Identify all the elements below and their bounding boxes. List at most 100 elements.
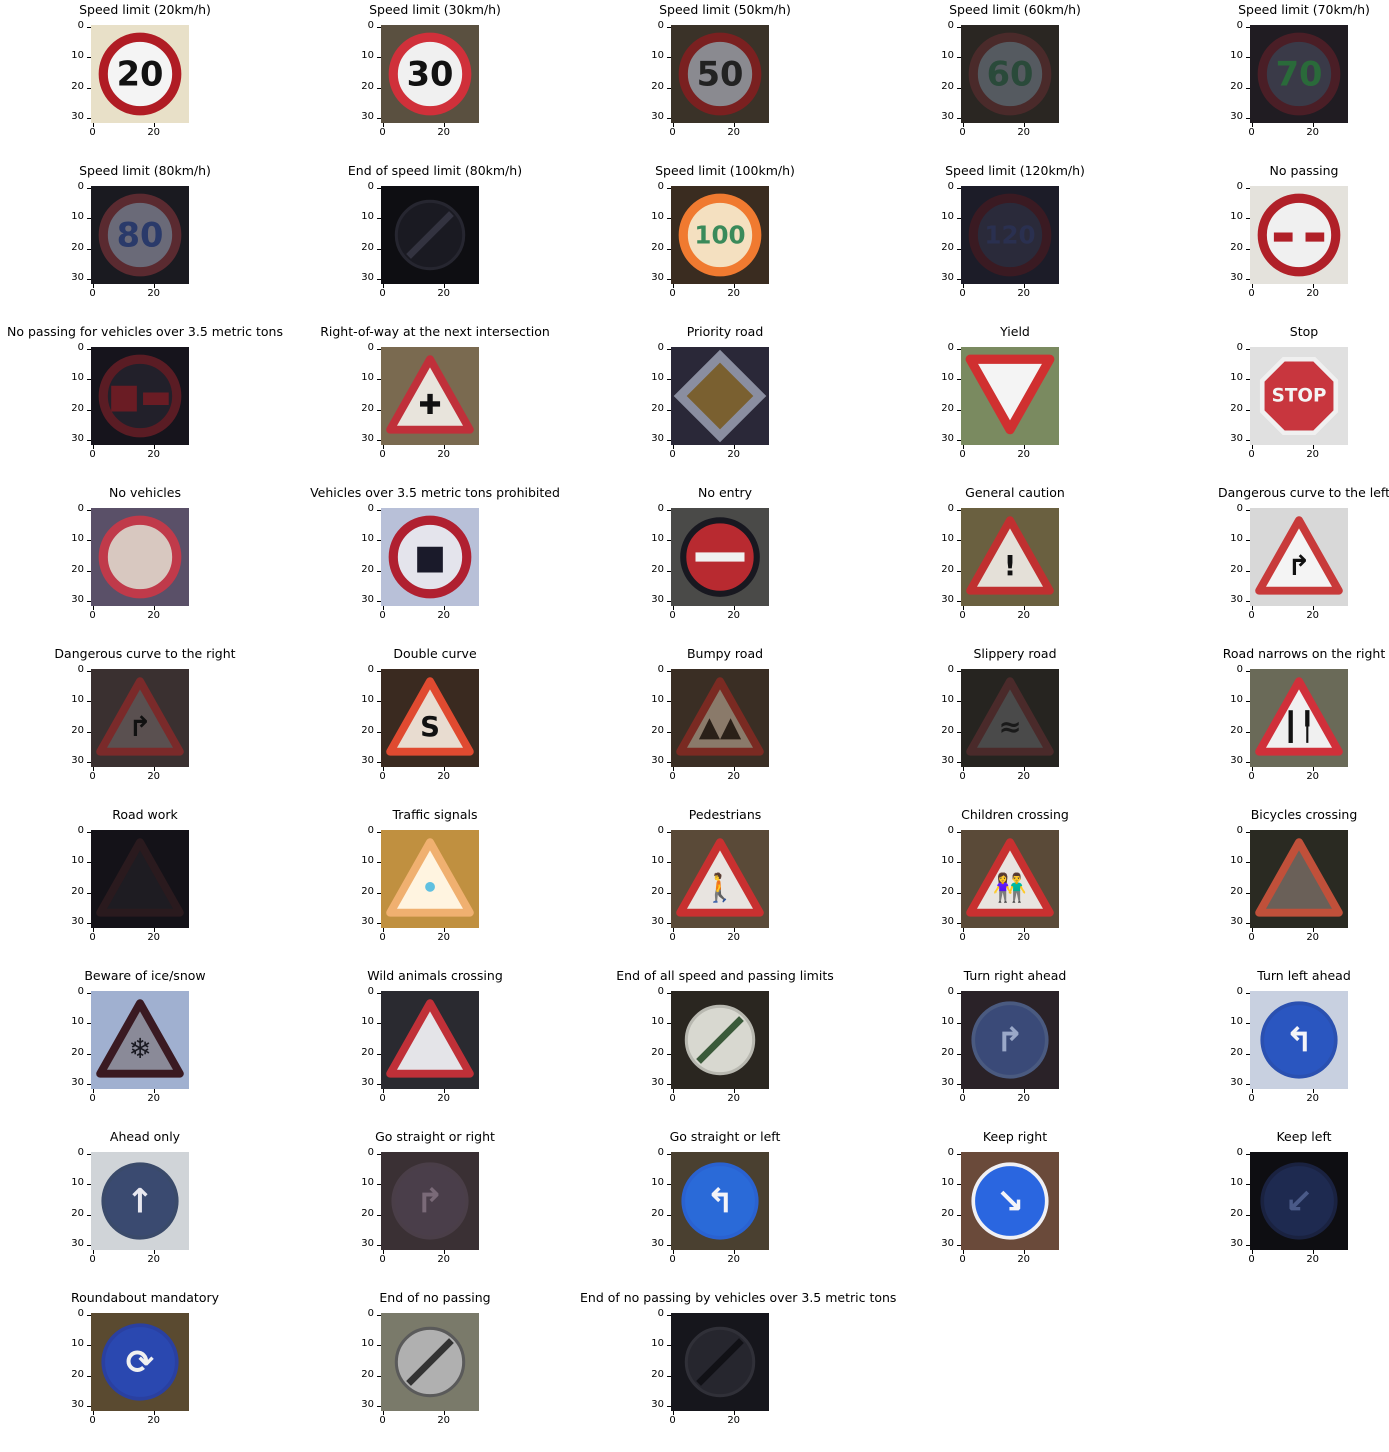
y-tick-label: 10 xyxy=(71,694,84,706)
sign-image xyxy=(961,347,1059,445)
x-tick-mark xyxy=(153,1411,155,1415)
x-tick-mark xyxy=(1251,606,1253,610)
sign-subplot: Yield 0 10 20 30 0 20 xyxy=(870,324,1160,486)
x-tick-mark xyxy=(1251,445,1253,449)
y-tick-label: 30 xyxy=(361,755,374,767)
y-tick-mark xyxy=(87,731,91,733)
x-tick-label: 0 xyxy=(89,1254,96,1265)
priority-road-icon xyxy=(671,347,769,445)
sign-image: ↘ xyxy=(961,1152,1059,1250)
y-tick-mark xyxy=(377,87,381,89)
y-tick-label: 20 xyxy=(941,1207,954,1219)
y-tick-mark xyxy=(957,992,961,994)
subplot-title: Vehicles over 3.5 metric tons prohibited xyxy=(310,485,560,500)
x-tick-label: 20 xyxy=(727,288,741,299)
x-tick-mark xyxy=(1251,928,1253,932)
y-tick-label: 20 xyxy=(651,1046,664,1058)
wild-animals-icon xyxy=(381,991,479,1089)
sign-subplot: Vehicles over 3.5 metric tons prohibited… xyxy=(290,485,580,647)
x-tick-mark xyxy=(92,767,94,771)
x-tick-mark xyxy=(962,1089,964,1093)
y-tick-label: 20 xyxy=(1230,402,1243,414)
sign-image: ↱ xyxy=(961,991,1059,1089)
y-tick-mark xyxy=(87,409,91,411)
caution-icon: ! xyxy=(961,508,1059,606)
no-passing-icon: ▬ ▬ xyxy=(1250,186,1348,284)
x-tick-label: 0 xyxy=(379,771,386,782)
y-tick-label: 30 xyxy=(361,594,374,606)
sign-image: ! xyxy=(961,508,1059,606)
y-tick-label: 10 xyxy=(361,1016,374,1028)
sign-shape xyxy=(678,32,762,116)
y-tick-label: 30 xyxy=(71,1077,84,1089)
y-tick-label: 20 xyxy=(941,724,954,736)
y-tick-mark xyxy=(1246,862,1250,864)
sign-shape xyxy=(678,193,762,277)
y-tick-label: 10 xyxy=(941,372,954,384)
x-tick-label: 0 xyxy=(959,127,966,138)
x-tick-label: 0 xyxy=(669,610,676,621)
y-tick-label: 0 xyxy=(657,824,664,836)
y-tick-mark xyxy=(957,540,961,542)
x-tick-label: 20 xyxy=(437,127,451,138)
sign-image: ┃╿ xyxy=(1250,669,1348,767)
y-tick-label: 10 xyxy=(1230,372,1243,384)
x-tick-label: 20 xyxy=(727,1415,741,1426)
x-tick-mark xyxy=(733,606,735,610)
narrows-icon: ┃╿ xyxy=(1250,669,1348,767)
x-tick-mark xyxy=(733,1089,735,1093)
y-tick-label: 30 xyxy=(71,1399,84,1411)
y-tick-mark xyxy=(667,1153,671,1155)
sign-subplot: No passing for vehicles over 3.5 metric … xyxy=(0,324,290,486)
y-tick-mark xyxy=(957,892,961,894)
sign-symbol: 120 xyxy=(984,221,1035,250)
sign-symbol: 50 xyxy=(697,55,744,94)
y-tick-mark xyxy=(377,440,381,442)
y-tick-mark xyxy=(1246,831,1250,833)
sign-shape xyxy=(673,349,767,443)
sign-symbol: 🚶 xyxy=(703,872,737,904)
x-tick-mark xyxy=(1312,1089,1314,1093)
sign-image: ✚ xyxy=(381,347,479,445)
y-tick-label: 20 xyxy=(71,724,84,736)
x-tick-mark xyxy=(382,1411,384,1415)
x-tick-label: 0 xyxy=(89,1415,96,1426)
x-tick-mark xyxy=(382,928,384,932)
y-tick-label: 30 xyxy=(71,1238,84,1250)
sign-symbol: ┃╿ xyxy=(1282,710,1315,743)
y-tick-mark xyxy=(87,1053,91,1055)
subplot-title: No entry xyxy=(697,485,753,500)
y-tick-mark xyxy=(957,762,961,764)
y-tick-label: 30 xyxy=(941,755,954,767)
y-tick-label: 10 xyxy=(361,211,374,223)
y-tick-label: 0 xyxy=(1236,180,1243,192)
y-tick-label: 30 xyxy=(941,594,954,606)
sign-shape xyxy=(388,515,472,599)
y-tick-mark xyxy=(87,26,91,28)
sign-symbol: ↱ xyxy=(416,1182,444,1221)
sign-symbol: 20 xyxy=(117,55,164,94)
x-tick-label: 0 xyxy=(669,771,676,782)
x-tick-mark xyxy=(1251,1089,1253,1093)
x-tick-label: 20 xyxy=(1017,932,1031,943)
y-tick-label: 20 xyxy=(651,885,664,897)
circle-sign-icon: 70 xyxy=(1250,25,1348,123)
sign-subplot: End of no passing by vehicles over 3.5 m… xyxy=(580,1290,896,1452)
x-tick-label: 20 xyxy=(1017,288,1031,299)
stop-icon: STOP xyxy=(1250,347,1348,445)
y-tick-label: 0 xyxy=(367,1307,374,1319)
sign-image: ≈ xyxy=(961,669,1059,767)
y-tick-mark xyxy=(1246,601,1250,603)
y-tick-mark xyxy=(87,1245,91,1247)
x-tick-mark xyxy=(443,928,445,932)
sign-symbol: 👫 xyxy=(993,872,1027,904)
y-tick-label: 10 xyxy=(651,1177,664,1189)
y-tick-mark xyxy=(957,570,961,572)
x-tick-label: 0 xyxy=(959,771,966,782)
y-tick-label: 0 xyxy=(1236,341,1243,353)
y-tick-label: 10 xyxy=(361,694,374,706)
x-tick-mark xyxy=(443,445,445,449)
y-tick-mark xyxy=(87,379,91,381)
y-tick-mark xyxy=(957,1084,961,1086)
y-tick-label: 30 xyxy=(71,111,84,123)
